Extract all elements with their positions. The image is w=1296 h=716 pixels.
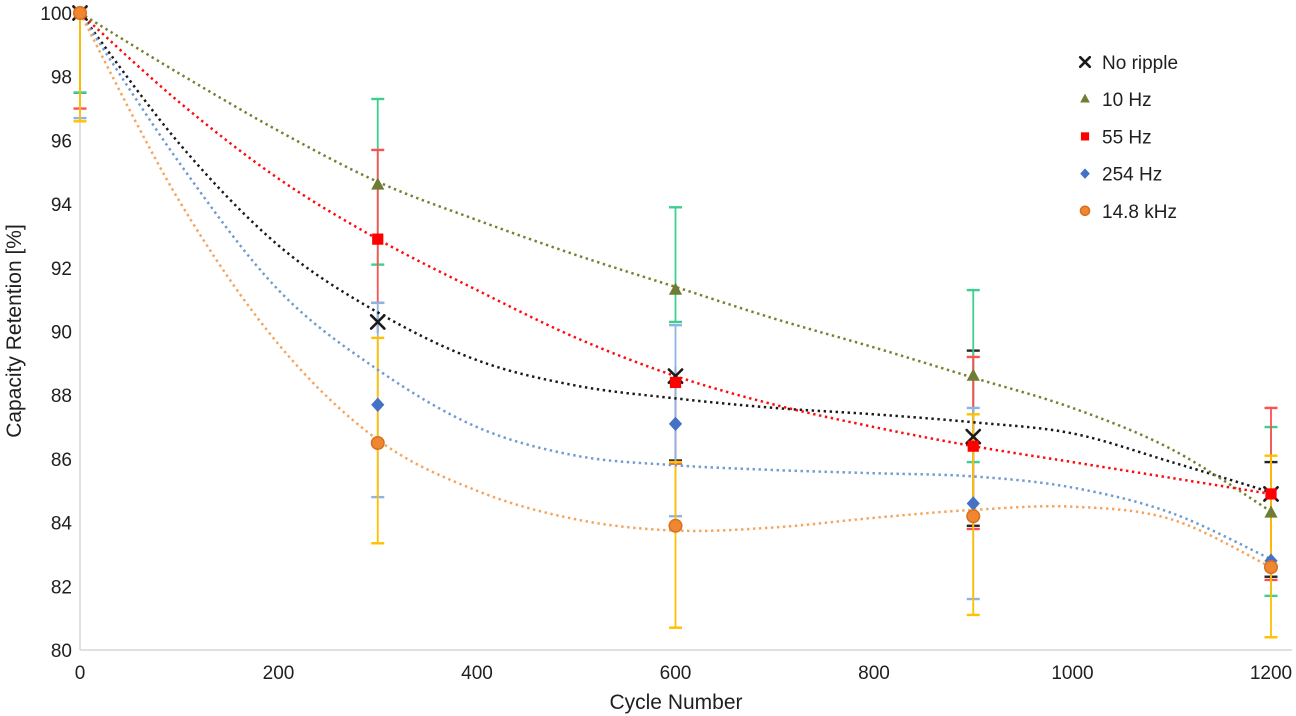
y-tick-label: 92 xyxy=(51,259,72,280)
trendline-14.8-khz xyxy=(78,12,1272,569)
x-tick-label: 1200 xyxy=(1250,663,1292,684)
x-tick-label: 200 xyxy=(263,663,295,684)
diamond-marker-icon xyxy=(668,416,683,432)
square-marker-icon xyxy=(1265,488,1277,500)
triangle-marker-icon xyxy=(371,177,385,190)
y-tick-label: 86 xyxy=(51,450,72,471)
x-marker-icon xyxy=(1078,55,1092,69)
square-marker-icon xyxy=(372,233,384,245)
legend-label: 10 Hz xyxy=(1102,90,1152,111)
circle-marker-icon xyxy=(370,435,385,450)
trendline-no-ripple xyxy=(79,12,1272,494)
circle-marker-icon xyxy=(1079,205,1091,217)
square-marker-icon xyxy=(1080,132,1090,141)
legend-label: 55 Hz xyxy=(1102,127,1152,148)
x-tick-label: 800 xyxy=(858,663,890,684)
y-axis-title: Capacity Retention [%] xyxy=(3,224,26,438)
trendline-254-hz xyxy=(78,12,1272,561)
diamond-marker-icon xyxy=(371,397,385,413)
legend-label: 14.8 kHz xyxy=(1102,202,1177,223)
error-bars xyxy=(73,13,1278,639)
y-tick-label: 98 xyxy=(51,68,72,89)
legend-item-10-hz: 10 Hz xyxy=(1080,90,1152,111)
legend-label: No ripple xyxy=(1102,53,1178,74)
circle-marker-icon xyxy=(72,5,88,21)
square-marker-icon xyxy=(669,376,682,389)
triangle-marker-icon xyxy=(966,368,980,381)
y-tick-label: 94 xyxy=(51,195,73,216)
data-points xyxy=(72,5,1279,575)
y-tick-label: 84 xyxy=(51,514,73,535)
legend-item-14.8-khz: 14.8 kHz xyxy=(1079,202,1177,223)
legend-item-254-hz: 254 Hz xyxy=(1080,165,1162,186)
triangle-marker-icon xyxy=(1264,505,1278,518)
circle-marker-icon xyxy=(966,509,981,524)
legend: No ripple 10 Hz 55 Hz 254 Hz 14.8 kHz xyxy=(1078,53,1178,223)
square-marker-icon xyxy=(967,440,979,452)
y-tick-label: 82 xyxy=(51,577,72,598)
x-tick-label: 600 xyxy=(660,663,692,684)
x-tick-label: 1000 xyxy=(1051,663,1093,684)
x-tick-label: 400 xyxy=(461,663,493,684)
circle-marker-icon xyxy=(668,518,683,533)
y-tick-label: 90 xyxy=(51,323,72,344)
legend-item-55-hz: 55 Hz xyxy=(1080,127,1152,148)
circle-marker-icon xyxy=(1263,560,1279,575)
triangle-marker-icon xyxy=(1080,93,1090,103)
legend-item-no-ripple: No ripple xyxy=(1078,53,1178,74)
series-14.8-khz xyxy=(72,5,1279,575)
diamond-marker-icon xyxy=(1080,168,1090,179)
error-bar-group-254-hz xyxy=(73,13,1272,601)
x-axis-title: Cycle Number xyxy=(609,691,742,714)
diamond-marker-icon xyxy=(966,496,980,511)
y-tick-label: 80 xyxy=(51,641,72,662)
legend-label: 254 Hz xyxy=(1102,165,1162,186)
tick-labels: 0 200 400 600 800 1000 1200 80 82 84 86 88 90 92 94 96 9… xyxy=(40,4,1292,684)
x-marker-icon xyxy=(369,314,386,330)
x-tick-label: 0 xyxy=(75,663,86,684)
y-tick-label: 100 xyxy=(40,4,72,25)
triangle-marker-icon xyxy=(668,282,683,295)
y-tick-label: 96 xyxy=(51,131,72,152)
y-tick-label: 88 xyxy=(51,386,72,407)
